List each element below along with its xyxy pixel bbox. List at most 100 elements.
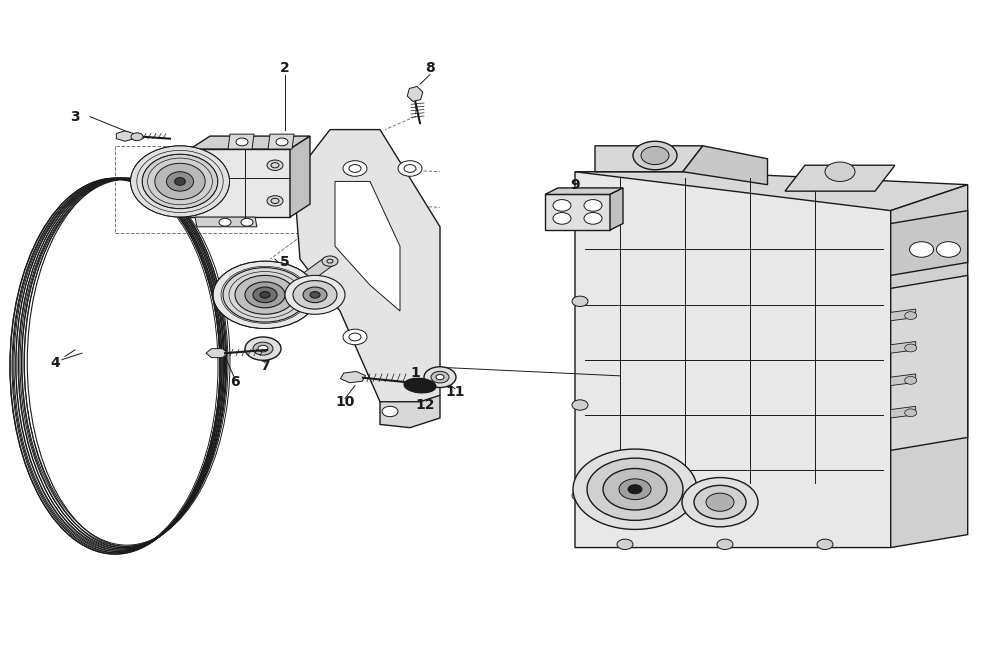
Circle shape [241,218,253,226]
Text: 6: 6 [230,375,240,389]
Text: 3: 3 [70,110,80,124]
Text: 12: 12 [415,398,435,412]
Text: 8: 8 [425,61,435,75]
Polygon shape [610,188,623,230]
Circle shape [303,287,327,303]
Circle shape [258,345,268,352]
Circle shape [424,367,456,388]
Circle shape [245,282,285,308]
Circle shape [825,162,855,181]
Circle shape [706,493,734,511]
Circle shape [603,469,667,510]
Circle shape [633,141,677,170]
Polygon shape [190,136,310,149]
Circle shape [584,200,602,211]
Polygon shape [340,371,366,383]
Polygon shape [891,309,916,321]
Polygon shape [595,146,703,172]
Circle shape [343,329,367,345]
Polygon shape [116,131,134,141]
Polygon shape [891,341,916,353]
Ellipse shape [142,154,218,209]
Circle shape [267,160,283,170]
Circle shape [584,213,602,224]
Polygon shape [255,279,320,305]
Circle shape [431,371,449,383]
Circle shape [910,242,934,257]
Circle shape [553,200,571,211]
Text: 9: 9 [570,178,580,192]
Circle shape [253,342,273,355]
Polygon shape [228,134,254,149]
Circle shape [223,268,307,322]
Circle shape [310,292,320,298]
Circle shape [905,376,917,384]
Polygon shape [206,349,228,358]
Polygon shape [335,181,400,311]
Circle shape [260,292,270,298]
Circle shape [285,275,345,314]
Text: 10: 10 [335,395,355,409]
Circle shape [573,449,697,529]
Circle shape [245,337,281,360]
Polygon shape [407,86,423,102]
Circle shape [587,458,683,520]
Polygon shape [891,211,968,275]
Circle shape [641,146,669,165]
Polygon shape [545,194,610,230]
Circle shape [619,479,651,500]
Text: 2: 2 [280,61,290,75]
Ellipse shape [130,146,230,217]
Circle shape [219,218,231,226]
Circle shape [382,406,398,417]
Text: 11: 11 [445,385,465,399]
Polygon shape [295,130,440,421]
Polygon shape [683,146,768,185]
Polygon shape [575,172,968,211]
Polygon shape [195,217,257,227]
Circle shape [293,281,337,309]
Polygon shape [380,395,440,428]
Polygon shape [891,374,916,386]
Circle shape [572,491,588,501]
Circle shape [617,539,633,550]
Circle shape [267,196,283,206]
Ellipse shape [10,178,220,554]
Text: 4: 4 [50,356,60,370]
Circle shape [572,400,588,410]
Circle shape [236,138,248,146]
Circle shape [253,287,277,303]
Polygon shape [891,185,968,548]
Circle shape [276,138,288,146]
Circle shape [628,485,642,494]
Polygon shape [785,165,895,191]
Circle shape [213,261,317,329]
Circle shape [694,485,746,519]
Circle shape [905,409,917,417]
Circle shape [572,296,588,307]
Ellipse shape [155,163,205,200]
Circle shape [905,344,917,352]
Polygon shape [891,406,916,418]
Circle shape [131,133,143,141]
Polygon shape [891,275,968,450]
Polygon shape [190,149,290,217]
Circle shape [905,312,917,319]
Circle shape [322,256,338,266]
Ellipse shape [166,172,194,191]
Ellipse shape [404,378,436,393]
Circle shape [436,375,444,380]
Polygon shape [575,172,891,548]
Circle shape [936,242,960,257]
Polygon shape [293,257,337,286]
Circle shape [398,161,422,176]
Circle shape [343,161,367,176]
Text: 1: 1 [410,365,420,380]
Circle shape [553,213,571,224]
Circle shape [817,539,833,550]
Text: 7: 7 [260,359,270,373]
Polygon shape [290,136,310,217]
Ellipse shape [175,178,185,185]
Text: 5: 5 [280,255,290,270]
Circle shape [717,539,733,550]
